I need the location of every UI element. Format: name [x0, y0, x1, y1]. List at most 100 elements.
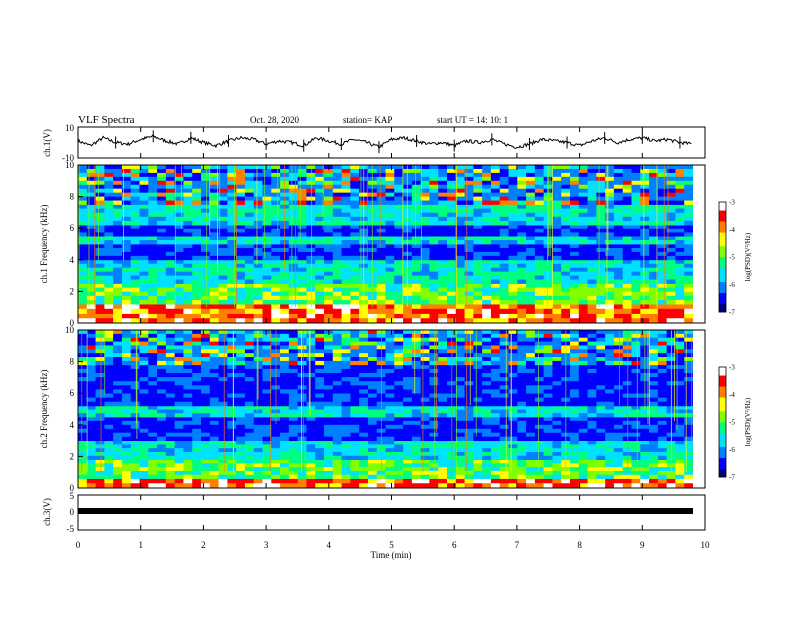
spectrogram-cell — [403, 264, 412, 268]
spectrogram-cell — [429, 309, 438, 314]
spectrogram-cell — [210, 471, 219, 475]
spectrogram-cell — [588, 460, 597, 464]
spectrogram-cell — [579, 467, 588, 471]
spectrogram-cell — [192, 256, 201, 260]
spectrogram-cell — [517, 221, 526, 226]
spectrogram-cell — [640, 201, 649, 205]
spectrogram-cell — [447, 209, 456, 214]
spectrogram-cell — [526, 385, 535, 390]
spectrogram-cell — [429, 314, 438, 319]
spectrogram-cell — [166, 173, 175, 177]
spectrogram-cell — [394, 475, 403, 479]
spectrogram-cell — [157, 441, 166, 445]
spectrogram-cell — [227, 221, 236, 226]
spectrogram-cell — [623, 309, 632, 314]
spectrogram-cell — [254, 248, 263, 252]
spectrogram-cell — [210, 421, 219, 425]
spectrogram-cell — [377, 205, 386, 210]
spectrogram-cell — [552, 304, 561, 309]
spectrogram-cell — [605, 232, 614, 236]
spectrogram-cell — [306, 201, 315, 205]
spectrogram-cell — [623, 252, 632, 256]
spectrogram-cell — [394, 209, 403, 214]
spectrogram-cell — [421, 475, 430, 479]
spectrogram-cell — [561, 173, 570, 177]
spectrogram-cell — [131, 385, 140, 390]
spectrogram-cell — [509, 185, 518, 189]
spectrogram-cell — [201, 232, 210, 236]
spectrogram-cell — [421, 185, 430, 189]
spectrogram-cell — [245, 272, 254, 276]
spectrogram-cell — [535, 232, 544, 236]
spectrogram-cell — [289, 244, 298, 248]
spectrogram-cell — [245, 217, 254, 222]
spectrogram-cell — [96, 479, 105, 484]
spectrogram-cell — [605, 221, 614, 226]
spectrogram-cell — [526, 406, 535, 410]
spectrogram-cell — [500, 314, 509, 319]
spectrogram-cell — [561, 177, 570, 181]
spectrogram-cell — [306, 296, 315, 301]
spectrogram-cell — [491, 248, 500, 252]
spectrogram-cell — [192, 181, 201, 185]
spectrogram-cell — [201, 221, 210, 226]
spectrogram-cell — [596, 244, 605, 248]
spectrogram-cell — [394, 292, 403, 297]
spectrogram-cell — [675, 452, 684, 456]
spectrogram-cell — [298, 177, 307, 181]
spectrogram-cell — [210, 467, 219, 471]
spectrogram-cell — [596, 284, 605, 289]
spectrogram-cell — [667, 272, 676, 276]
spectrogram-cell — [306, 444, 315, 448]
spectrogram-cell — [675, 217, 684, 222]
spectrogram-cell — [131, 256, 140, 260]
spectrogram-cell — [201, 300, 210, 305]
spectrogram-cell — [465, 240, 474, 244]
spectrogram-cell — [210, 284, 219, 289]
spectrogram-cell — [614, 268, 623, 272]
spectrogram-cell — [482, 385, 491, 390]
spectrogram-cell — [517, 410, 526, 414]
spectrogram-cell — [517, 425, 526, 429]
spectrogram-cell — [465, 314, 474, 319]
spectrogram-cell — [579, 429, 588, 433]
spectrogram-cell — [456, 425, 465, 429]
spectrogram-cell — [183, 463, 192, 467]
spectrogram-cell — [570, 314, 579, 319]
spectrogram-cell — [456, 433, 465, 437]
spectrogram-cell — [280, 448, 289, 452]
spectrogram-cell — [544, 369, 553, 374]
spectrogram-cell — [570, 177, 579, 181]
spectrogram-cell — [526, 394, 535, 399]
spectrogram-cell — [658, 417, 667, 421]
spectrogram-cell — [219, 264, 228, 268]
spectrogram-cell — [605, 456, 614, 460]
spectrogram-cell — [263, 181, 272, 185]
spectrogram-cell — [473, 452, 482, 456]
spectrogram-cell — [403, 373, 412, 378]
spectrogram-cell — [140, 189, 149, 193]
spectrogram-cell — [526, 296, 535, 301]
spectrogram-cell — [412, 369, 421, 374]
spectrogram-cell — [377, 314, 386, 319]
spectrogram-cell — [570, 421, 579, 425]
spectrogram-cell — [561, 225, 570, 229]
spectrogram-cell — [561, 185, 570, 189]
spectrogram-cell — [96, 181, 105, 185]
spectrogram-cell — [579, 232, 588, 236]
spectrogram-cell — [306, 314, 315, 319]
spectrogram-cell — [342, 406, 351, 410]
spectrogram-cell — [104, 232, 113, 236]
spectrogram-cell — [649, 433, 658, 437]
spectrogram-cell — [333, 398, 342, 403]
spectrogram-cell — [148, 402, 157, 407]
spectrogram-cell — [236, 421, 245, 425]
spectrogram-cell — [509, 456, 518, 460]
spectrogram-cell — [131, 260, 140, 264]
spectrogram-cell — [588, 209, 597, 214]
spectrogram-cell — [254, 433, 263, 437]
spectrogram-cell — [491, 421, 500, 425]
spectrogram-cell — [570, 406, 579, 410]
spectrogram-cell — [298, 456, 307, 460]
spectrogram-cell — [588, 369, 597, 374]
